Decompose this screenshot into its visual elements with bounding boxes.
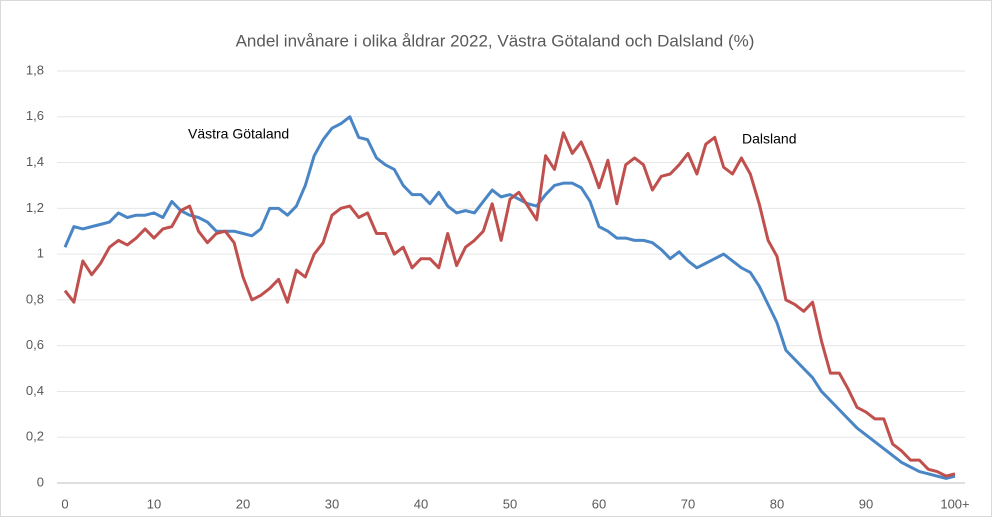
data-line bbox=[63, 131, 956, 478]
chart-title: Andel invånare i olika åldrar 2022, Väst… bbox=[236, 31, 755, 50]
x-tick-label: 90 bbox=[859, 496, 873, 511]
y-tick-label: 1,2 bbox=[26, 200, 44, 215]
series-annotation: Västra Götaland bbox=[188, 126, 289, 142]
x-tick-label: 80 bbox=[770, 496, 784, 511]
x-tick-label: 60 bbox=[592, 496, 606, 511]
y-tick-label: 0,4 bbox=[26, 383, 44, 398]
data-line bbox=[63, 115, 956, 480]
y-tick-label: 1,6 bbox=[26, 108, 44, 123]
x-tick-label: 50 bbox=[503, 496, 517, 511]
y-tick-label: 0 bbox=[37, 474, 44, 489]
y-tick-label: 0,6 bbox=[26, 337, 44, 352]
series-annotation: Dalsland bbox=[742, 131, 796, 147]
x-tick-label: 40 bbox=[414, 496, 428, 511]
x-tick-label: 30 bbox=[325, 496, 339, 511]
y-tick-label: 0,8 bbox=[26, 291, 44, 306]
y-tick-label: 1,4 bbox=[26, 154, 44, 169]
x-tick-label: 20 bbox=[236, 496, 250, 511]
x-tick-label: 100+ bbox=[940, 496, 969, 511]
x-tick-label: 0 bbox=[61, 496, 68, 511]
x-tick-label: 70 bbox=[681, 496, 695, 511]
x-tick-label: 10 bbox=[147, 496, 161, 511]
y-tick-label: 0,2 bbox=[26, 429, 44, 444]
y-tick-label: 1 bbox=[37, 246, 44, 261]
y-tick-label: 1,8 bbox=[26, 62, 44, 77]
